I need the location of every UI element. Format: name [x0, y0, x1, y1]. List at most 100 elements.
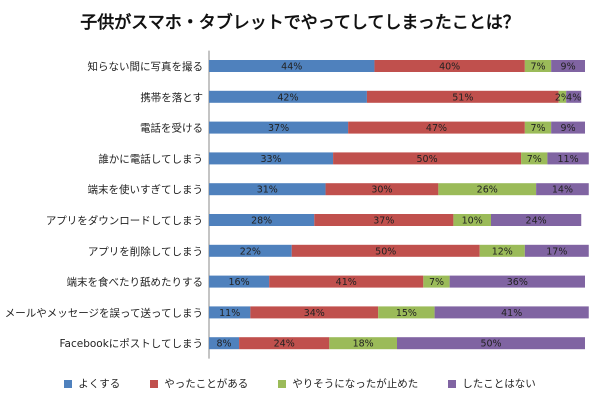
bar-segment	[209, 152, 334, 165]
value-label: 51%	[452, 92, 473, 103]
bar-segment	[314, 214, 454, 226]
category-label: 端末を食べたり舐めたりする	[67, 276, 204, 289]
legend-item: したことはない	[448, 376, 536, 391]
value-label: 7%	[429, 277, 444, 288]
bar-segment	[209, 121, 349, 134]
bar-segment	[536, 183, 589, 196]
category-label: Facebookにポストしてしまう	[59, 338, 203, 350]
bar-segment	[209, 337, 240, 350]
bar-segment	[547, 152, 589, 165]
bar-segment	[453, 214, 491, 226]
bar-segment	[524, 60, 552, 72]
bar-segment	[374, 60, 525, 72]
legend-label: やったことがある	[164, 378, 249, 390]
value-label: 44%	[281, 62, 302, 73]
legend-swatch	[150, 379, 159, 388]
bar-segment	[449, 275, 585, 288]
value-label: 22%	[240, 246, 261, 257]
value-label: 50%	[375, 246, 396, 257]
legend-item: やったことがある	[150, 376, 248, 391]
category-label: 携帯を落とす	[140, 91, 203, 104]
category-label: メールやメッセージを誤って送ってしまう	[5, 306, 203, 319]
stacked-bar-plot: 知らない間に写真を撮る 44% 40% 7% 9% 携帯を落とす 42% 51% 2%4% 電話を…	[5, 50, 589, 359]
value-label: 18%	[353, 339, 374, 350]
bar-segment	[329, 337, 397, 350]
legend: よくする やったことがある やりそうになったが止めた したことはない	[0, 376, 600, 391]
value-label: 42%	[277, 92, 298, 103]
value-label: 24%	[274, 339, 295, 350]
value-label: 8%	[217, 339, 232, 350]
bar-segment	[551, 121, 585, 134]
value-label: 9%	[561, 123, 576, 134]
value-label: 4%	[566, 92, 581, 103]
value-label: 41%	[336, 277, 357, 288]
bar-segment	[378, 306, 435, 319]
value-label: 7%	[530, 123, 545, 134]
value-label: 2%	[555, 92, 570, 103]
bar-segment	[397, 337, 585, 350]
value-label: 36%	[507, 277, 528, 288]
value-label: 33%	[260, 154, 281, 165]
value-label: 40%	[439, 62, 460, 73]
chart-title: 子供がスマホ・タブレットでやってしてしまったことは？	[80, 13, 520, 33]
legend-swatch	[64, 379, 73, 388]
value-label: 11%	[219, 308, 240, 319]
value-label: 47%	[426, 123, 447, 134]
legend-item: やりそうになったが止めた	[278, 376, 418, 391]
value-label: 30%	[371, 185, 392, 196]
value-label: 17%	[546, 246, 567, 257]
bar-segment	[269, 275, 424, 288]
bar-segment	[558, 90, 567, 103]
value-label: 7%	[527, 154, 542, 165]
value-label: 11%	[558, 154, 579, 165]
bar-segment	[333, 152, 522, 165]
bar-segment	[209, 306, 251, 319]
bar-segment	[209, 244, 292, 257]
category-label: 端末を使いすぎてしまう	[88, 183, 204, 196]
category-label: アプリを削除してしまう	[88, 245, 203, 258]
bar-segment	[209, 183, 326, 196]
value-label: 15%	[396, 308, 417, 319]
legend-item: よくする	[64, 376, 120, 391]
bar-segment	[209, 275, 270, 288]
bar-segment	[491, 214, 582, 226]
bar-segment	[551, 60, 585, 72]
value-label: 10%	[462, 216, 483, 227]
value-label: 12%	[492, 246, 513, 257]
category-label: 知らない間に写真を撮る	[88, 60, 204, 73]
category-label: アプリをダウンロードしてしまう	[46, 214, 203, 227]
bar-segment	[239, 337, 330, 350]
bar-segment	[291, 244, 480, 257]
value-label: 24%	[526, 216, 547, 227]
bar-segment	[521, 152, 548, 165]
value-label: 9%	[561, 62, 576, 73]
legend-swatch	[448, 379, 457, 388]
bar-segment	[423, 275, 450, 288]
value-label: 7%	[530, 62, 545, 73]
bar-segment	[325, 183, 439, 196]
bar-segment	[209, 90, 367, 103]
value-label: 41%	[501, 308, 522, 319]
value-label: 37%	[373, 216, 394, 227]
legend-label: やりそうになったが止めた	[292, 378, 419, 390]
value-label: 50%	[417, 154, 438, 165]
legend-label: よくする	[78, 378, 121, 390]
value-label: 16%	[229, 277, 250, 288]
legend-swatch	[278, 379, 287, 388]
bar-segment	[366, 90, 559, 103]
value-label: 37%	[268, 123, 289, 134]
category-label: 電話を受ける	[140, 122, 203, 135]
bar-segment	[524, 244, 589, 257]
bar-segment	[438, 183, 537, 196]
bar-segment	[566, 90, 582, 103]
category-label: 誰かに電話してしまう	[98, 152, 203, 165]
bar-segment	[209, 60, 375, 72]
value-label: 34%	[304, 308, 325, 319]
bar-segment	[434, 306, 589, 319]
bar-segment	[209, 214, 315, 226]
value-label: 31%	[257, 185, 278, 196]
bar-segment	[524, 121, 552, 134]
value-label: 50%	[480, 339, 501, 350]
value-label: 26%	[477, 185, 498, 196]
